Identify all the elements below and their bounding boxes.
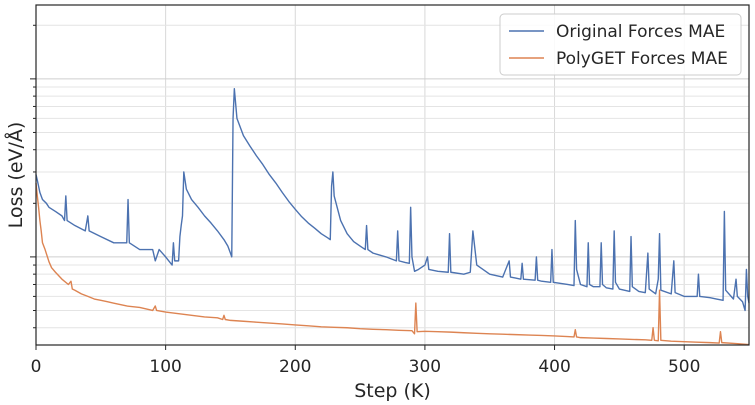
- x-ticks: 0 100 200 300 400 500: [31, 345, 700, 377]
- y-axis-title: Loss (eV/Å): [4, 122, 27, 229]
- x-tick-label: 500: [668, 357, 700, 377]
- legend-label-original: Original Forces MAE: [556, 22, 725, 42]
- series-line-0: [35, 88, 750, 312]
- plot-frame: [35, 4, 750, 346]
- x-tick-label: 100: [149, 357, 181, 377]
- x-tick-label: 200: [279, 357, 311, 377]
- x-axis-title: Step (K): [354, 380, 431, 402]
- x-tick-label: 0: [31, 357, 42, 377]
- y-ticks: [30, 24, 36, 329]
- x-tick-label: 400: [538, 357, 570, 377]
- legend-label-polyget: PolyGET Forces MAE: [556, 49, 728, 69]
- x-tick-label: 300: [409, 357, 441, 377]
- legend-box: [499, 13, 742, 76]
- legend: Original Forces MAE PolyGET Forces MAE: [499, 13, 742, 76]
- series-line-1: [35, 182, 750, 346]
- series-layer: [35, 88, 750, 346]
